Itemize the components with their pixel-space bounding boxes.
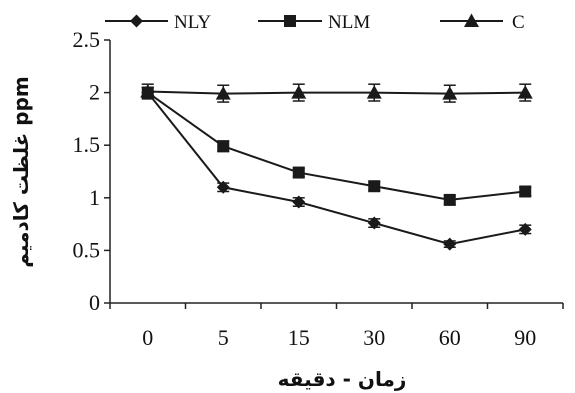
legend-item-nlm: NLM [258,12,370,33]
data-point-nly [443,237,457,251]
data-point-nly [367,216,381,230]
x-tick-label: 5 [218,325,229,350]
legend-marker [130,14,143,28]
legend-label: C [512,12,525,33]
x-tick-label: 0 [142,325,153,350]
y-tick-label: 0.5 [73,237,101,262]
x-tick-label: 30 [363,325,385,350]
y-tick-label: 2 [89,80,100,105]
series-nlm [141,86,532,206]
legend-marker [284,15,296,27]
legend-item-c: C [440,12,525,33]
y-tick-label: 2.5 [73,27,101,52]
legend-label: NLY [174,12,211,33]
series-nly [141,86,532,251]
data-point-nlm [217,140,230,153]
data-point-c [291,85,307,99]
x-axis-title: زمان - دقیقه [278,367,407,391]
y-tick-label: 0 [89,290,100,315]
legend-marker [464,13,479,27]
legend-item-nly: NLY [105,12,211,33]
data-point-c [215,86,231,100]
data-point-nlm [443,193,456,206]
data-point-c [517,85,533,99]
data-point-nlm [519,185,532,198]
y-tick-label: 1.5 [73,132,101,157]
x-tick-label: 15 [288,325,310,350]
data-point-nly [216,180,230,194]
data-point-c [366,85,382,99]
y-tick-label: 1 [89,185,100,210]
data-point-c [140,84,156,98]
series-line-nlm [147,91,526,201]
x-tick-label: 60 [439,325,461,350]
data-point-nlm [292,166,305,179]
data-point-c [442,86,458,100]
data-point-nly [292,195,306,209]
axes [104,39,564,309]
series-line-nly [146,91,526,246]
y-axis-title: غلظت کادمیم ppm [9,76,33,268]
data-point-nly [518,222,532,236]
data-point-nlm [368,180,381,193]
legend: NLY NLM C [105,12,525,33]
series-c [140,83,533,103]
tick-labels: 0 0.5 1 1.5 2 2.5 0 5 15 30 60 90 [73,27,537,350]
series-line-c [147,90,526,95]
x-tick-label: 90 [514,325,536,350]
legend-label: NLM [328,12,370,33]
series-group [140,83,533,251]
